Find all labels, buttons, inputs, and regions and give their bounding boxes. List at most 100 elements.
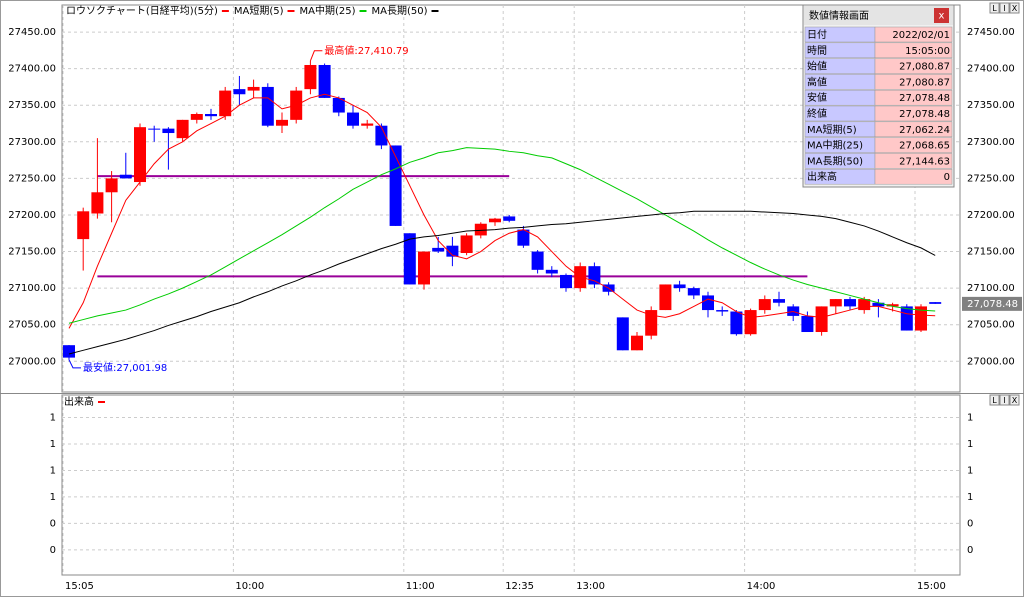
y-tick-label: 27250.00 — [8, 173, 56, 184]
candle-body — [304, 64, 317, 90]
annotation: 最高値:27,410.79 — [324, 44, 408, 57]
candle-body — [403, 233, 416, 285]
y-tick-label-right: 27250.00 — [967, 173, 1015, 184]
info-value-cell — [874, 153, 953, 169]
candle-body — [361, 123, 374, 126]
candle-body — [687, 288, 700, 296]
candle-body — [446, 245, 459, 257]
panel-button-label: I — [1003, 396, 1005, 405]
info-value: 2022/02/01 — [892, 30, 950, 41]
panel-button[interactable] — [1009, 2, 1020, 14]
candle-body — [375, 125, 388, 146]
info-value-cell — [874, 74, 953, 90]
info-label: 日付 — [807, 28, 827, 41]
annotation: 最安値:27,001.98 — [83, 361, 167, 374]
candle-body — [332, 97, 345, 113]
candle-body — [233, 89, 246, 95]
candle-body — [205, 114, 217, 117]
x-tick-label: 15:00 — [917, 581, 946, 592]
legend-label: MA長期(50) — [372, 5, 428, 17]
info-value: 27,068.65 — [899, 141, 950, 152]
info-label: 時間 — [807, 45, 827, 57]
candle-body — [929, 302, 942, 304]
y-tick-label: 27100.00 — [8, 283, 56, 294]
y-tick-label-right: 27000.00 — [967, 356, 1015, 367]
candle-body — [190, 114, 203, 120]
last-price-label: 27,078.48 — [967, 299, 1018, 310]
candle-body — [645, 310, 658, 336]
candle-body — [119, 174, 132, 179]
legend-label: ロウソクチャート(日経平均)(5分) — [66, 4, 218, 17]
info-value-cell — [874, 42, 953, 59]
candle-body — [673, 284, 686, 289]
close-button[interactable] — [934, 8, 949, 23]
candle-body — [318, 64, 331, 98]
candle-body — [489, 218, 501, 223]
y-tick-label-right: 0 — [967, 518, 973, 529]
x-tick-label: 11:00 — [406, 581, 435, 592]
y-tick-label-right: 27100.00 — [967, 283, 1015, 294]
info-value: 15:05:00 — [905, 46, 950, 57]
candle-body — [460, 235, 473, 254]
panel-button-label: I — [1003, 4, 1005, 13]
candle-body — [915, 306, 927, 331]
info-label: 高値 — [807, 75, 827, 88]
y-tick-label-right: 1 — [967, 439, 973, 450]
x-tick-label: 14:00 — [747, 581, 776, 592]
plot-area — [61, 394, 961, 576]
candle-body — [730, 311, 743, 335]
panel-button[interactable] — [989, 2, 1000, 14]
x-tick-label: 15:05 — [65, 581, 94, 592]
candle-body — [261, 86, 274, 126]
close-label: x — [939, 11, 945, 22]
panel-button[interactable] — [999, 394, 1010, 406]
info-value-cell — [874, 137, 953, 153]
candle-body — [247, 86, 260, 91]
candle-body — [517, 229, 530, 246]
y-tick-label-right: 27400.00 — [967, 64, 1015, 75]
panel-button[interactable] — [1009, 394, 1020, 406]
candle-body — [702, 295, 714, 311]
panel-button[interactable] — [999, 2, 1010, 14]
y-tick-label-right: 1 — [967, 465, 973, 476]
y-tick-label: 1 — [50, 492, 56, 503]
y-tick-label-right: 1 — [967, 492, 973, 503]
y-tick-label: 27000.00 — [8, 356, 56, 367]
y-tick-label: 27400.00 — [8, 64, 56, 75]
info-value: 27,080.87 — [899, 77, 950, 88]
candle-body — [162, 128, 175, 134]
y-tick-label-right: 27150.00 — [967, 247, 1015, 258]
y-tick-label-right: 0 — [967, 545, 973, 556]
y-tick-label: 27050.00 — [8, 320, 56, 331]
candle-body — [176, 119, 189, 139]
candle-body — [872, 302, 885, 307]
y-tick-label-right: 27200.00 — [967, 210, 1015, 221]
y-tick-label: 27200.00 — [8, 210, 56, 221]
candle-body — [631, 335, 643, 351]
info-label: MA短期(5) — [807, 123, 857, 136]
candle-body — [276, 119, 288, 126]
candle-body — [418, 251, 430, 285]
candle-body — [531, 251, 544, 270]
info-label: 終値 — [807, 107, 827, 120]
panel-button[interactable] — [989, 394, 1000, 406]
legend-label: MA短期(5) — [234, 4, 284, 17]
y-tick-label-right: 27050.00 — [967, 320, 1015, 331]
y-tick-label: 27350.00 — [8, 100, 56, 111]
candle-body — [545, 269, 558, 274]
ma-line — [68, 93, 936, 329]
info-value: 27,078.48 — [899, 93, 950, 104]
panel-button-label: X — [1012, 4, 1018, 13]
legend-label: MA中期(25) — [300, 4, 356, 17]
plot-area — [61, 4, 961, 393]
y-tick-label: 27150.00 — [8, 247, 56, 258]
candle-body — [773, 299, 785, 303]
candle-body — [474, 223, 487, 236]
info-label: MA中期(25) — [807, 139, 863, 152]
candle-body — [900, 306, 913, 331]
info-value: 27,062.24 — [899, 125, 950, 136]
candle-body — [347, 112, 359, 126]
x-tick-label: 10:00 — [235, 581, 264, 592]
candle-body — [801, 315, 814, 333]
